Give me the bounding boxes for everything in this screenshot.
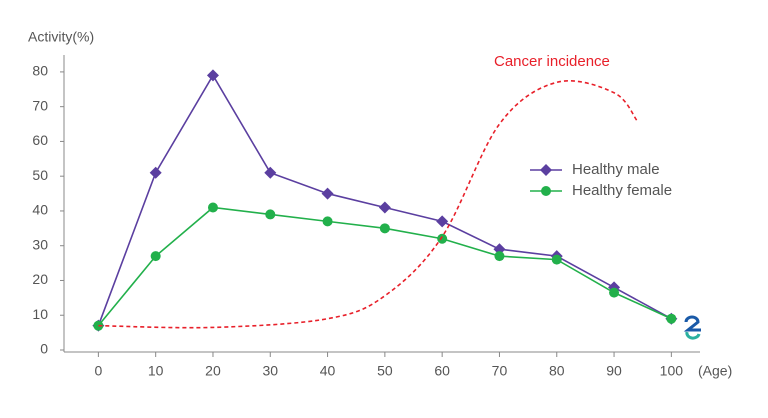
point	[551, 254, 562, 265]
logo	[683, 315, 701, 340]
point	[379, 223, 390, 234]
x-tick-label: 70	[492, 363, 508, 379]
point	[437, 233, 448, 244]
x-tick-label: 50	[377, 363, 393, 379]
legend-label: Healthy female	[572, 182, 672, 199]
line	[97, 73, 672, 326]
point	[541, 186, 551, 196]
y-axis-label: Activity(%)	[28, 29, 94, 45]
point	[322, 216, 333, 227]
x-tick-label: 20	[205, 363, 221, 379]
point	[540, 164, 552, 176]
x-tick-label: 60	[434, 363, 450, 379]
point	[265, 209, 276, 220]
point	[666, 313, 677, 324]
curve	[98, 80, 638, 329]
y-tick-label: 30	[32, 236, 48, 252]
x-tick-label: 100	[660, 363, 684, 379]
y-tick-label: 50	[32, 167, 48, 183]
legend-label: Healthy male	[572, 161, 660, 178]
y-tick-label: 10	[32, 306, 48, 322]
point	[321, 187, 334, 200]
point	[149, 166, 162, 179]
y-tick-label: 20	[32, 271, 48, 287]
x-tick-label: 90	[606, 363, 622, 379]
point	[150, 251, 161, 262]
x-tick-label: 0	[94, 363, 102, 379]
y-tick-label: 80	[32, 63, 48, 79]
point	[436, 215, 449, 228]
point	[207, 202, 218, 213]
y-tick-label: 60	[32, 132, 48, 148]
point	[206, 69, 219, 82]
y-tick-label: 70	[32, 97, 48, 113]
point	[264, 166, 277, 179]
point	[378, 201, 391, 214]
x-axis-label: (Age)	[698, 363, 732, 379]
point	[494, 251, 505, 262]
y-tick-label: 0	[40, 341, 48, 357]
x-tick-label: 80	[549, 363, 565, 379]
x-tick-label: 30	[262, 363, 278, 379]
x-tick-label: 40	[320, 363, 336, 379]
x-tick-label: 10	[148, 363, 164, 379]
curve-label: Cancer incidence	[494, 53, 610, 70]
point	[609, 287, 620, 298]
y-tick-label: 40	[32, 202, 48, 218]
